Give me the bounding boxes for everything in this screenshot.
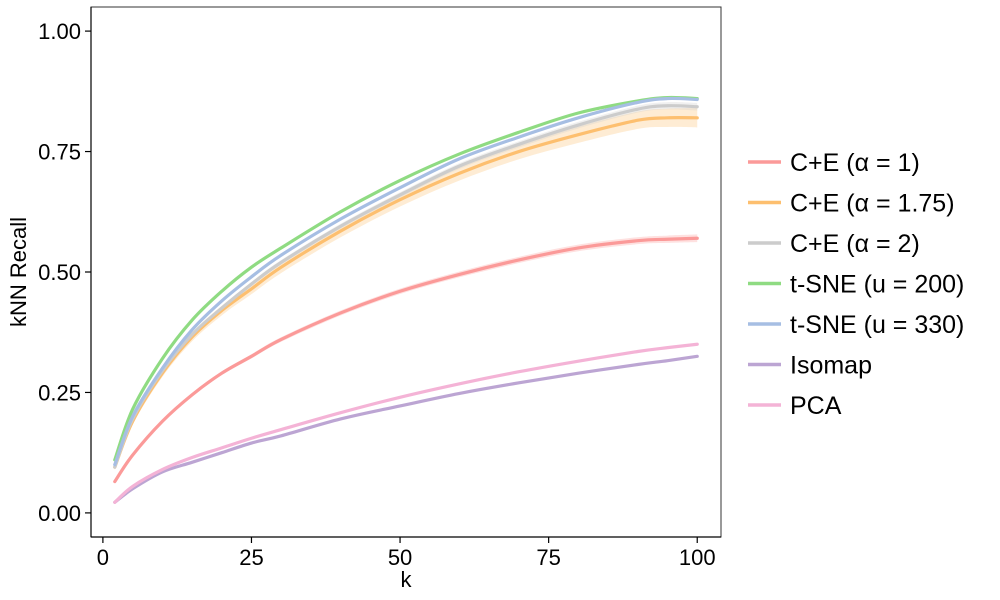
series-band-2 [114,101,698,469]
series-line-6 [113,342,699,504]
x-axis: 0 25 50 75 100 [91,536,721,570]
x-tick-label: 75 [536,545,560,570]
legend-label-6: PCA [790,392,842,420]
legend-label-2: C+E (α = 2) [790,230,920,258]
series-line-5 [113,354,699,504]
legend: C+E (α = 1) C+E (α = 1.75) C+E (α = 2) t-SN… [748,149,964,420]
legend-label-5: Isomap [790,352,872,380]
series-band-0 [114,234,698,483]
series-lines [113,95,699,504]
x-axis-title: k [401,567,413,592]
series-line-2 [113,104,699,469]
series-line-4 [113,96,699,467]
series-line-3 [113,95,699,462]
y-tick-label: 0.25 [38,380,81,405]
series-line-0 [113,236,699,484]
plot-panel-border [90,6,722,538]
x-tick-label: 50 [388,545,412,570]
legend-label-1: C+E (α = 1.75) [790,190,955,218]
x-tick-label: 100 [679,545,716,570]
y-tick-label: 0.00 [38,501,81,526]
x-tick-label: 0 [97,545,109,570]
y-tick-label: 1.00 [38,19,81,44]
y-tick-label: 0.75 [38,140,81,165]
y-axis: 0.00 0.25 0.50 0.75 1.00 [38,7,92,537]
confidence-bands [114,101,698,483]
legend-label-0: C+E (α = 1) [790,149,920,177]
series-line-1 [113,116,699,469]
legend-label-4: t-SNE (u = 330) [790,311,964,339]
legend-label-3: t-SNE (u = 200) [790,271,964,299]
y-tick-label: 0.50 [38,260,81,285]
x-tick-label: 25 [239,545,263,570]
y-axis-title: kNN Recall [6,217,31,327]
